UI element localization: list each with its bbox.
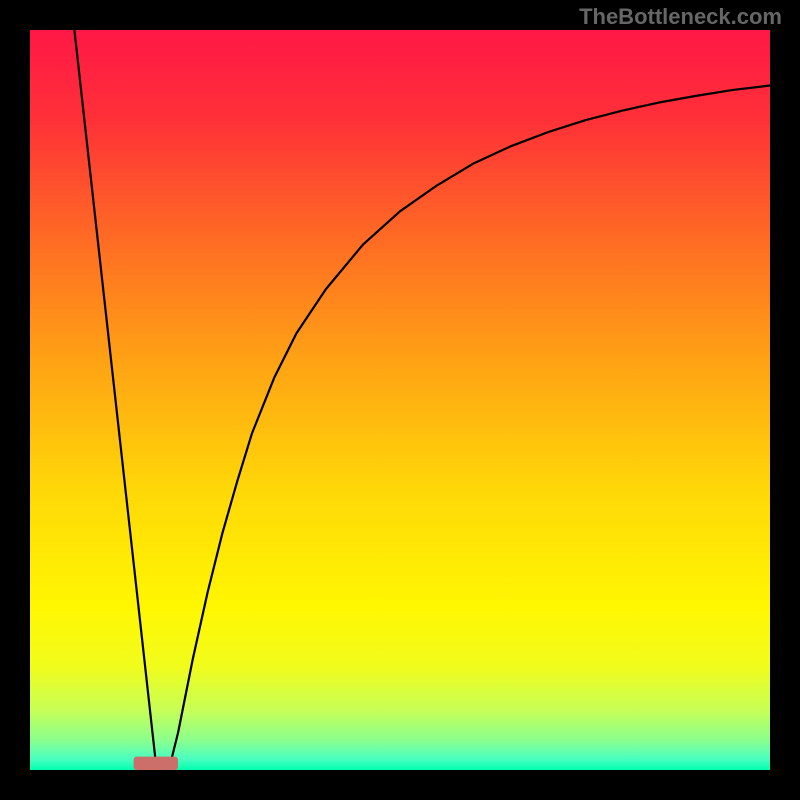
watermark-text: TheBottleneck.com (579, 4, 782, 30)
plot-area (30, 30, 770, 770)
heat-gradient-background (30, 30, 770, 770)
bottleneck-curve-svg (30, 30, 770, 770)
chart-container: TheBottleneck.com (0, 0, 800, 800)
minimum-marker (134, 757, 178, 770)
